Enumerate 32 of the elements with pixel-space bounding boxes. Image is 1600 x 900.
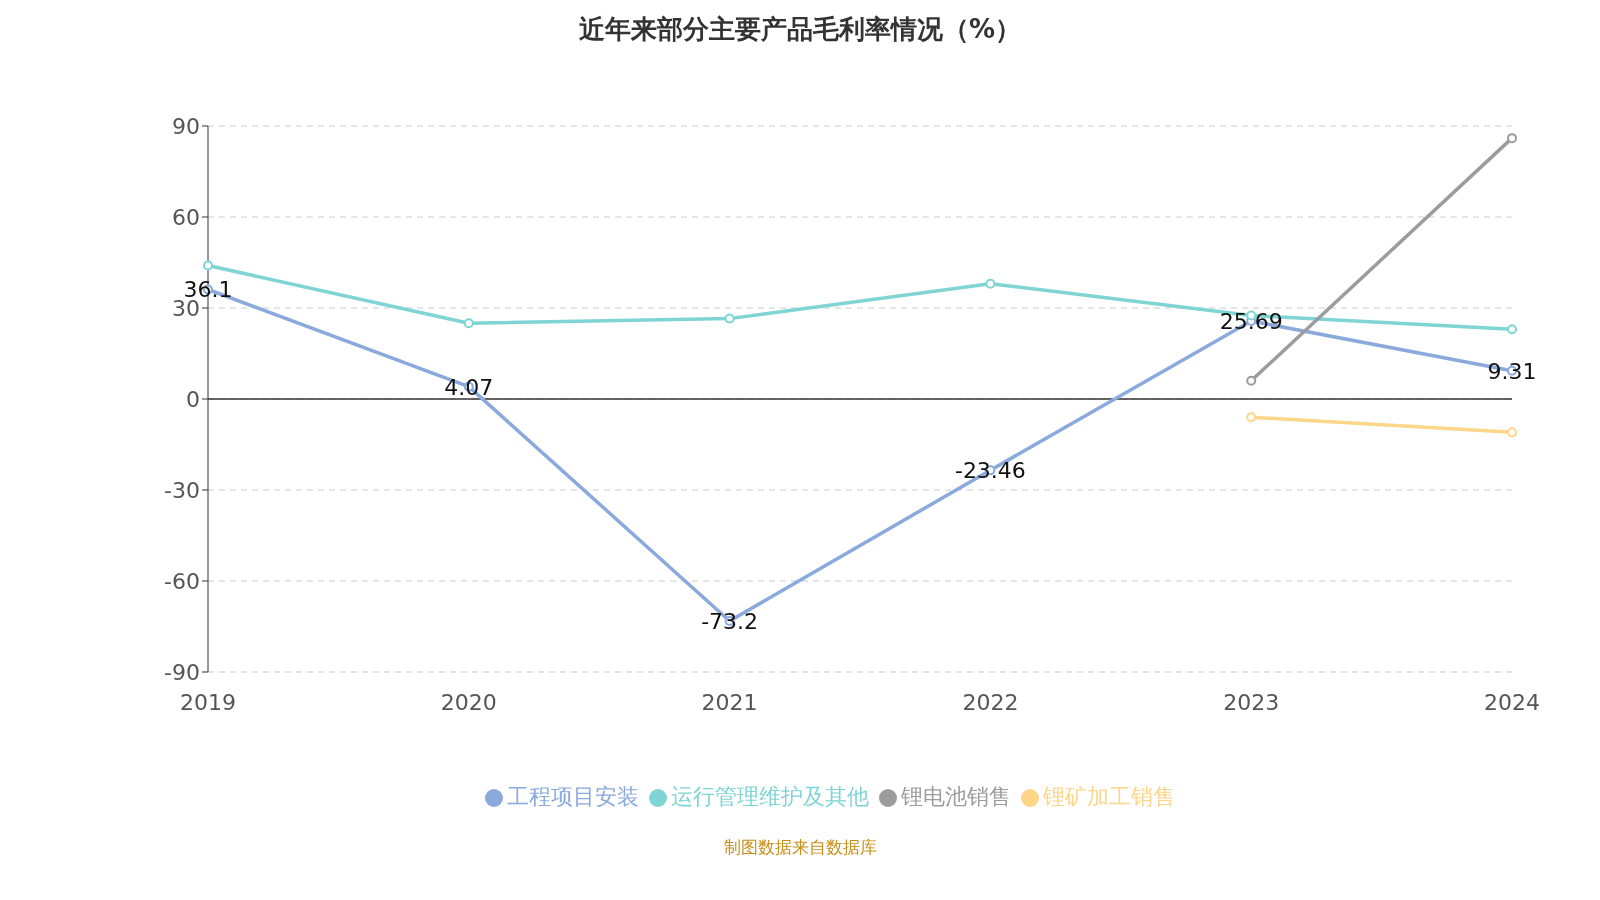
x-tick-label: 2021	[701, 689, 758, 715]
y-tick-label: 0	[186, 386, 200, 412]
data-label: -23.46	[954, 458, 1026, 484]
point	[1507, 427, 1517, 438]
x-tick-label: 2019	[180, 689, 236, 715]
data-label: 9.31	[1487, 358, 1537, 384]
x-tick-label: 2024	[1484, 689, 1540, 715]
legend-label: 锂矿加工销售	[1043, 784, 1175, 809]
x-tick-label: 2022	[962, 689, 1019, 715]
chart-title: 近年来部分主要产品毛利率情况（%）	[577, 13, 1023, 46]
point	[463, 318, 474, 329]
y-tick-label: 90	[172, 113, 200, 139]
point	[203, 260, 213, 271]
y-tick-label: -90	[164, 659, 200, 685]
y-tick-label: 60	[172, 204, 200, 230]
point	[1507, 324, 1517, 335]
point	[724, 313, 735, 324]
text: 制图数据来自数据库	[722, 836, 878, 859]
data-label: 4.07	[444, 374, 494, 400]
x-tick-label: 2020	[440, 689, 497, 715]
legend-label: 工程项目安装	[507, 784, 639, 809]
x-tick-label: 2023	[1223, 689, 1280, 715]
point	[985, 278, 996, 289]
y-tick-label: -30	[164, 477, 200, 503]
data-label: -73.2	[701, 609, 759, 635]
point	[1507, 133, 1517, 144]
y-tick-label: -60	[164, 568, 200, 594]
point	[1246, 412, 1257, 423]
point	[1246, 375, 1257, 386]
data-label: 25.69	[1219, 309, 1283, 335]
legend-label: 运行管理维护及其他	[671, 784, 869, 809]
legend-label: 锂电池销售	[901, 784, 1011, 809]
